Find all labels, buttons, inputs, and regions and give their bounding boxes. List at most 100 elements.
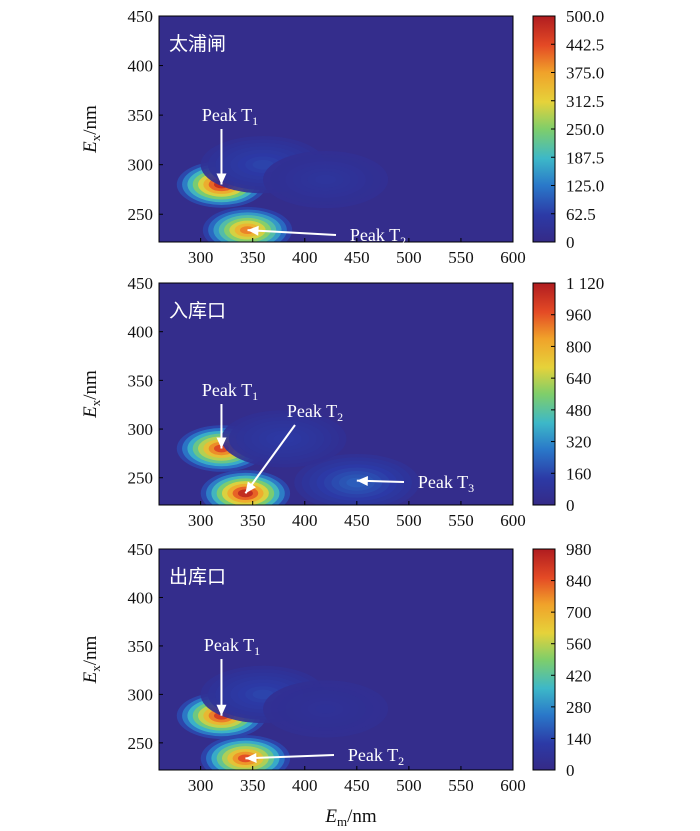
colorbar-tick-label: 700	[566, 603, 592, 622]
y-tick-label: 400	[128, 57, 154, 76]
peak-label: Peak T1	[202, 105, 258, 128]
panel-title: 太浦闸	[169, 33, 226, 55]
colorbar-tick-label: 187.5	[566, 148, 604, 167]
y-axis-title-unit: /nm	[80, 635, 101, 665]
x-tick-label: 400	[292, 248, 318, 267]
peak-label-main: Peak T	[348, 745, 398, 765]
y-tick-label: 300	[128, 420, 154, 439]
y-axis-title-sub: x	[88, 399, 103, 406]
x-tick-label: 550	[448, 248, 474, 267]
x-tick-label: 550	[448, 511, 474, 530]
peak-label-sub: 2	[400, 234, 406, 248]
y-axis-title-main: E	[80, 141, 101, 154]
colorbar-tick-label: 0	[566, 761, 575, 780]
y-axis-title-sub: x	[88, 665, 103, 672]
y-tick-label: 400	[128, 588, 154, 607]
heat-contour	[252, 159, 274, 170]
y-tick-label: 350	[128, 371, 154, 390]
y-axis-title-main: E	[80, 406, 101, 419]
heat-contour	[315, 174, 337, 185]
colorbar-tick-label: 312.5	[566, 92, 604, 111]
colorbar-tick-label: 420	[566, 666, 592, 685]
y-axis-title: Ex/nm	[80, 635, 103, 684]
colorbar-tick-label: 160	[566, 464, 592, 483]
heat-layer	[176, 665, 389, 770]
colorbar-tick-label: 280	[566, 698, 592, 717]
colorbar-tick-label: 480	[566, 401, 592, 420]
colorbar-tick-label: 140	[566, 729, 592, 748]
colorbar-tick-label: 320	[566, 433, 592, 452]
panel-2: 300 350 400 450 500 550 600 250 300 350 400 450 Ex/n…	[80, 274, 604, 530]
y-tick-label: 300	[128, 156, 154, 175]
y-tick-label: 250	[128, 205, 154, 224]
peak-label-sub: 3	[468, 481, 474, 495]
y-tick-label: 450	[128, 540, 154, 559]
y-tick-label: 350	[128, 106, 154, 125]
peak-arrow-head	[216, 173, 227, 185]
peak-label-sub: 1	[254, 644, 260, 658]
y-axis-title: Ex/nm	[80, 370, 103, 419]
peak-arrow-head	[247, 225, 259, 236]
colorbar-tick-label: 250.0	[566, 120, 604, 139]
colorbar-tick-label: 0	[566, 496, 575, 515]
x-tick-label: 350	[240, 776, 266, 795]
y-tick-label: 450	[128, 274, 154, 293]
colorbar	[532, 548, 556, 771]
colorbar-tick-label: 500.0	[566, 7, 604, 26]
peak-arrow-line	[244, 424, 296, 494]
peak-label-sub: 2	[337, 410, 343, 424]
panel-title: 出库口	[169, 566, 226, 588]
y-axis-title-unit: /nm	[80, 105, 101, 135]
x-tick-label: 600	[500, 511, 526, 530]
y-tick-label: 300	[128, 685, 154, 704]
peak-arrow-line	[247, 229, 337, 236]
peak-label: Peak T2	[350, 225, 406, 248]
peak-label-sub: 2	[398, 754, 404, 768]
y-axis-title-main: E	[80, 671, 101, 684]
y-axis-title-unit: /nm	[80, 370, 101, 400]
y-tick-label: 350	[128, 637, 154, 656]
x-tick-label: 600	[500, 776, 526, 795]
y-tick-label: 400	[128, 323, 154, 342]
peak-arrow-head	[216, 704, 227, 716]
x-tick-label: 350	[240, 511, 266, 530]
y-axis-title: Ex/nm	[80, 105, 103, 154]
peak-arrow-head	[356, 475, 368, 486]
peak-arrow-head	[245, 752, 257, 763]
x-tick-label: 600	[500, 248, 526, 267]
x-tick-label: 400	[292, 511, 318, 530]
x-axis-title: Em/nm	[324, 806, 377, 829]
y-tick-label: 250	[128, 734, 154, 753]
colorbar-tick-label: 960	[566, 306, 592, 325]
peak-label-main: Peak T	[204, 635, 254, 655]
colorbar-tick-label: 125.0	[566, 177, 604, 196]
x-tick-label: 550	[448, 776, 474, 795]
x-tick-label: 400	[292, 776, 318, 795]
peak-label-sub: 1	[252, 114, 258, 128]
y-tick-label: 250	[128, 469, 154, 488]
x-tick-label: 450	[344, 248, 370, 267]
colorbar	[532, 282, 556, 506]
colorbar-tick-label: 980	[566, 540, 592, 559]
heat-layer	[176, 136, 389, 242]
peak-label: Peak T1	[204, 635, 260, 658]
colorbar-tick-label: 1 120	[566, 274, 604, 293]
peak-label-main: Peak T	[202, 105, 252, 125]
x-tick-label: 500	[396, 248, 422, 267]
plot-frame	[158, 282, 514, 506]
peak-label-main: Peak T	[418, 472, 468, 492]
peak-label: Peak T3	[418, 472, 474, 495]
colorbar-tick-label: 62.5	[566, 205, 596, 224]
colorbar-tick-label: 442.5	[566, 35, 604, 54]
x-tick-label: 350	[240, 248, 266, 267]
peak-label-main: Peak T	[287, 401, 337, 421]
peak-arrow-head	[216, 437, 227, 449]
plot-frame	[158, 15, 514, 243]
heat-contour	[315, 704, 337, 714]
peak-label: Peak T2	[348, 745, 404, 768]
peak-label: Peak T2	[287, 401, 343, 424]
peak-label-sub: 1	[252, 389, 258, 403]
x-tick-label: 500	[396, 511, 422, 530]
colorbar-tick-label: 840	[566, 572, 592, 591]
